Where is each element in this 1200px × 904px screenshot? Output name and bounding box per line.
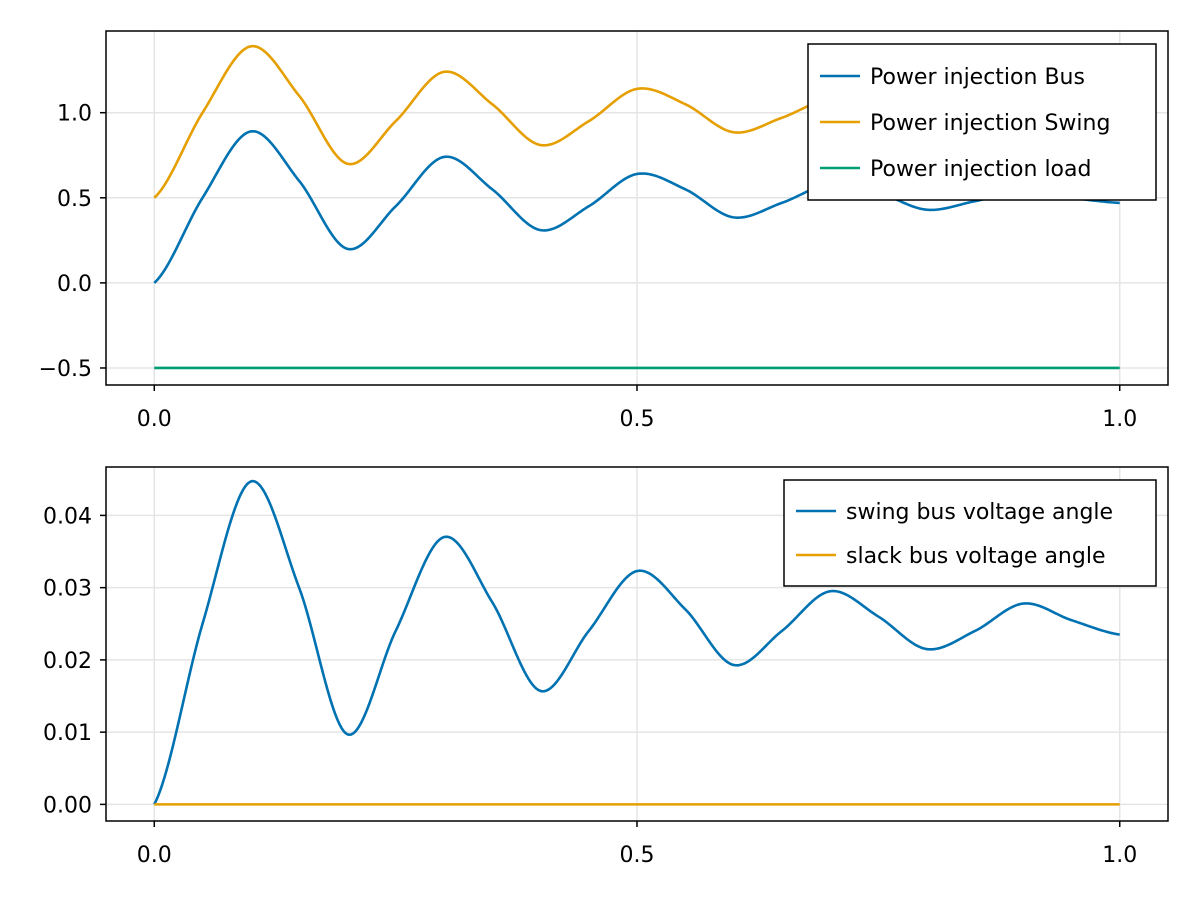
- y-tick-label: 0.04: [43, 504, 92, 529]
- x-tick-label: 0.0: [137, 843, 172, 868]
- y-tick-label: 0.02: [43, 649, 92, 674]
- y-tick-label: 1.0: [57, 102, 92, 127]
- power-injection-panel: 0.0 0.5 1.0 −0.5 0.0 0.5 1.0 Power injection Bu…: [39, 30, 1169, 432]
- y-tick-label: −0.5: [39, 357, 92, 382]
- legend: swing bus voltage angle slack bus voltage…: [783, 479, 1157, 587]
- series-line-swing-bus-voltage-angle: [153, 479, 1120, 805]
- y-tick-label: 0.00: [43, 793, 92, 818]
- series-line-power-injection-bus: [153, 129, 1120, 284]
- x-tick-label: 1.0: [1102, 407, 1137, 432]
- x-tick-label: 0.5: [620, 843, 655, 868]
- legend-label: swing bus voltage angle: [846, 500, 1113, 525]
- legend-label: Power injection load: [870, 157, 1091, 182]
- legend-box: [783, 479, 1157, 587]
- legend-label: slack bus voltage angle: [846, 544, 1105, 569]
- x-tick-label: 0.5: [620, 407, 655, 432]
- y-tick-label: 0.0: [57, 272, 92, 297]
- y-tick-label: 0.03: [43, 577, 92, 602]
- legend: Power injection Bus Power injection Swing…: [807, 43, 1157, 201]
- x-tick-label: 1.0: [1102, 843, 1137, 868]
- legend-label: Power injection Swing: [870, 111, 1110, 136]
- y-tick-label: 0.01: [43, 721, 92, 746]
- y-tick-label: 0.5: [57, 187, 92, 212]
- legend-label: Power injection Bus: [870, 65, 1085, 90]
- legend-box: [807, 43, 1157, 201]
- voltage-angle-panel: 0.0 0.5 1.0 0.00 0.01 0.02 0.03 0.04 swing bus v…: [43, 466, 1169, 868]
- x-tick-label: 0.0: [137, 407, 172, 432]
